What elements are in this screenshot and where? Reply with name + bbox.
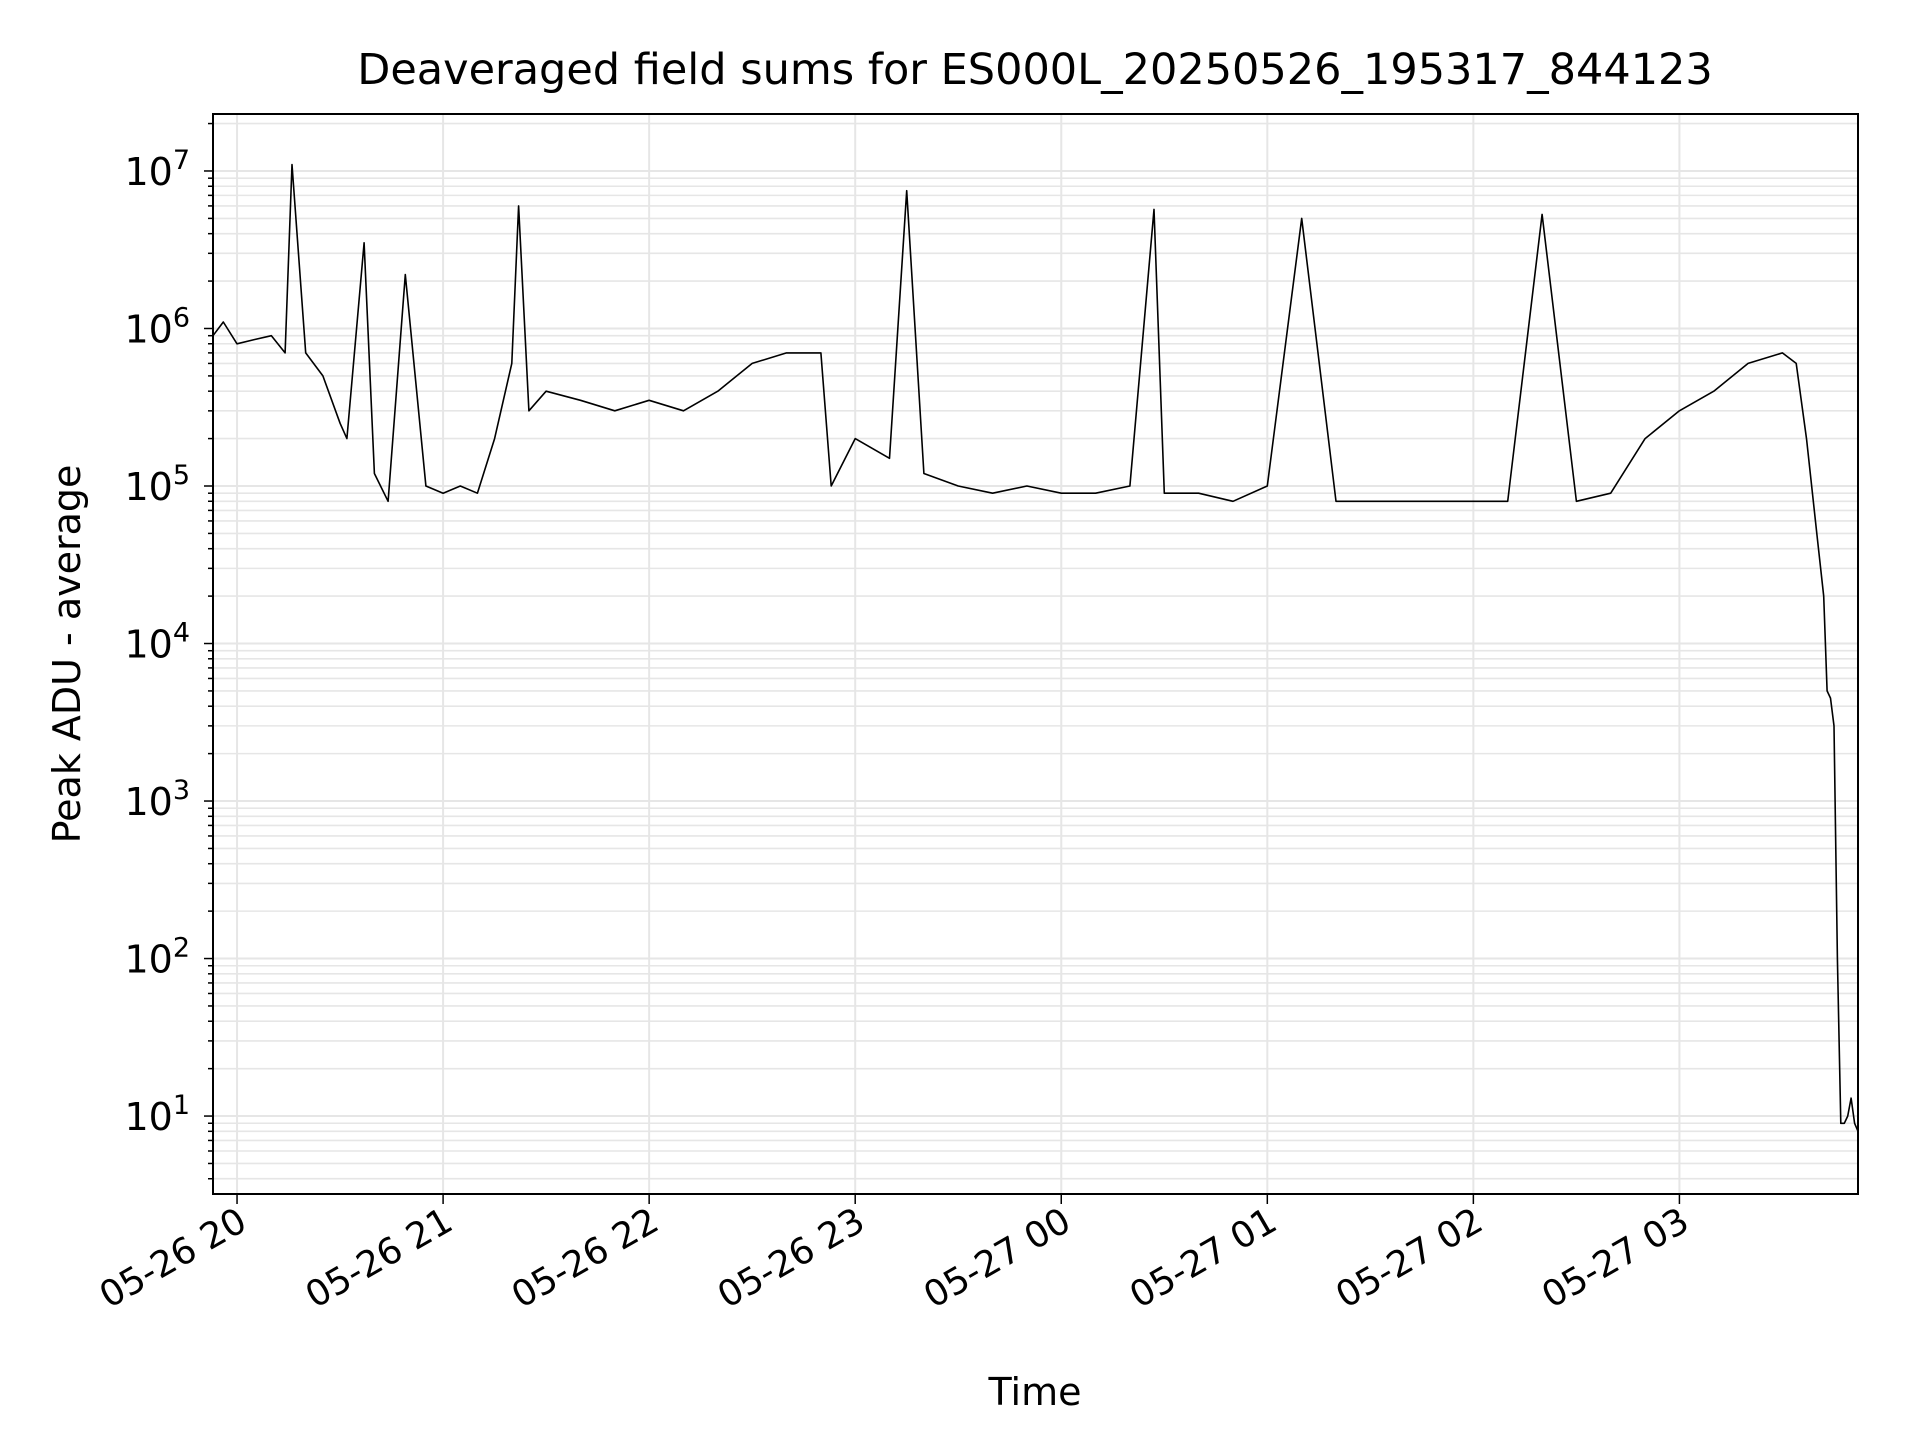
- y-tick-base: 10: [124, 780, 172, 824]
- y-tick-exponent: 6: [173, 302, 190, 333]
- plot-frame: [212, 113, 1859, 1195]
- plot-layer: [212, 163, 1859, 1132]
- chart-title: Deaveraged field sums for ES000L_2025052…: [357, 45, 1713, 95]
- y-axis-label: Peak ADU - average: [45, 465, 89, 844]
- y-tick-exponent: 4: [173, 618, 190, 649]
- y-tick-label: 105: [124, 460, 190, 509]
- y-tick-exponent: 5: [173, 460, 190, 491]
- y-tick-label: 104: [124, 618, 190, 667]
- y-tick-base: 10: [124, 1095, 172, 1139]
- y-tick-label: 106: [124, 302, 190, 351]
- y-tick-base: 10: [124, 150, 172, 194]
- y-tick-exponent: 1: [173, 1090, 190, 1121]
- y-tick-exponent: 7: [173, 145, 190, 176]
- data-line-series-0: [212, 163, 1859, 1132]
- y-tick-base: 10: [124, 938, 172, 982]
- y-tick-base: 10: [124, 623, 172, 667]
- y-tick-base: 10: [124, 465, 172, 509]
- y-tick-label: 102: [124, 933, 190, 982]
- y-tick-exponent: 2: [173, 933, 190, 964]
- y-tick-label: 103: [124, 775, 190, 824]
- y-tick-label: 107: [124, 145, 190, 194]
- y-tick-exponent: 3: [173, 775, 190, 806]
- grid-layer: [213, 114, 1858, 1194]
- y-tick-label: 101: [124, 1090, 190, 1139]
- x-axis-label: Time: [988, 1370, 1082, 1414]
- y-tick-base: 10: [124, 307, 172, 351]
